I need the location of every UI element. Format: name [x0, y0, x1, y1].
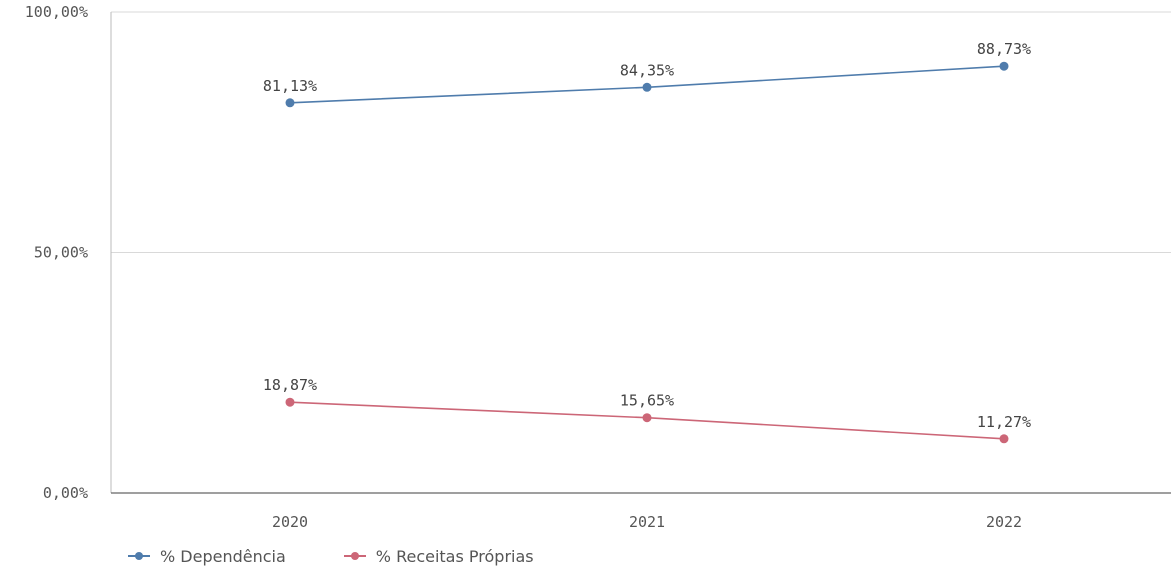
x-axis-tick-labels: 2020 2021 2022	[272, 513, 1022, 531]
data-label-1-0: 18,87%	[263, 376, 317, 394]
data-point-0-0	[285, 98, 295, 108]
x-tick-label-2021: 2021	[629, 513, 665, 531]
y-tick-label-2: 100,00%	[25, 3, 88, 21]
data-point-0-1	[642, 82, 652, 92]
gridlines	[111, 11, 1171, 253]
legend-item-dependencia[interactable]: % Dependência	[128, 547, 286, 566]
y-tick-label-1: 50,00%	[34, 244, 88, 262]
legend-label-receitas-proprias: % Receitas Próprias	[375, 546, 534, 566]
series-1: 18,87% 15,65% 11,27%	[263, 376, 1031, 444]
data-point-0-2	[999, 61, 1009, 71]
series-group: 81,13% 84,35% 88,73% 18,87% 15,65% 11,27%	[263, 40, 1031, 444]
y-tick-label-0: 0,00%	[43, 484, 88, 502]
data-point-1-0	[285, 397, 295, 407]
legend-swatch-dependencia	[128, 551, 150, 561]
data-label-0-2: 88,73%	[977, 40, 1031, 58]
data-point-1-2	[999, 434, 1009, 444]
series-0: 81,13% 84,35% 88,73%	[263, 40, 1031, 108]
axes	[110, 12, 1171, 494]
x-tick-label-2022: 2022	[986, 513, 1022, 531]
x-tick-label-2020: 2020	[272, 513, 308, 531]
data-label-0-0: 81,13%	[263, 77, 317, 95]
data-label-1-1: 15,65%	[620, 392, 674, 410]
legend-item-receitas-proprias[interactable]: % Receitas Próprias	[343, 546, 534, 566]
data-point-1-1	[642, 413, 652, 423]
data-label-1-2: 11,27%	[977, 413, 1031, 431]
legend: % Dependência % Receitas Próprias	[128, 545, 534, 567]
y-axis-tick-labels: 0,00% 50,00% 100,00%	[25, 3, 88, 502]
data-label-0-1: 84,35%	[620, 61, 674, 79]
legend-label-dependencia: % Dependência	[160, 546, 286, 566]
legend-swatch-receitas-proprias	[343, 551, 366, 561]
